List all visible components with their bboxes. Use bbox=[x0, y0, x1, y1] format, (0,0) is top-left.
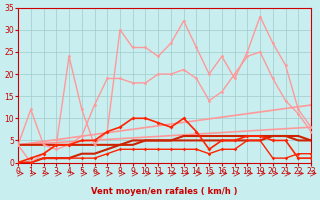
X-axis label: Vent moyen/en rafales ( km/h ): Vent moyen/en rafales ( km/h ) bbox=[91, 187, 238, 196]
